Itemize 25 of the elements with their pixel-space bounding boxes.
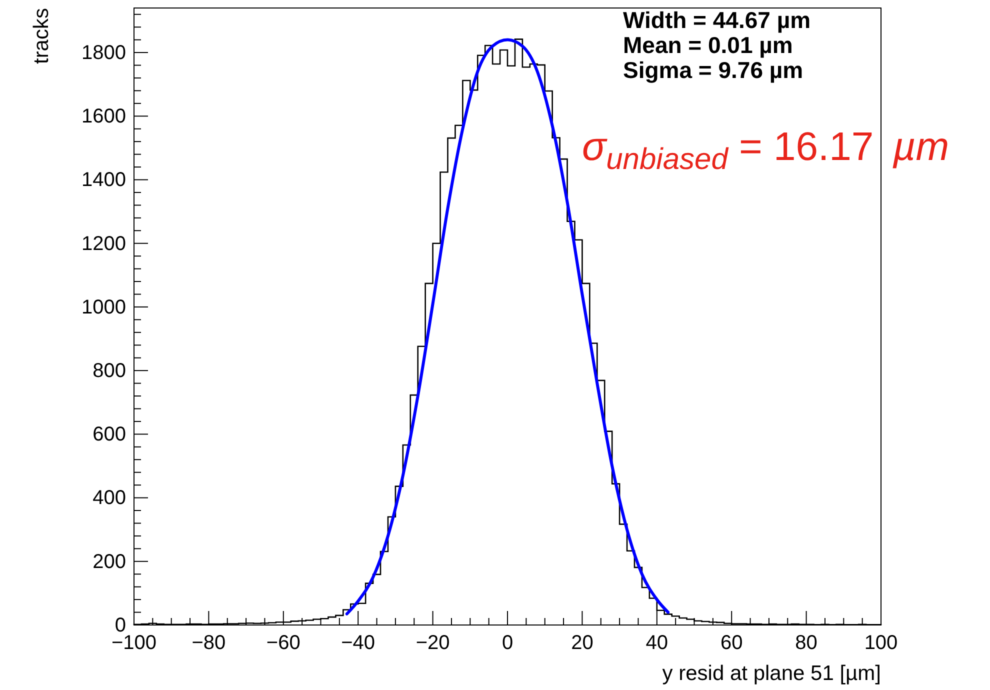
y-tick-label: 1800 [82, 42, 126, 64]
x-tick-label: 80 [795, 632, 818, 654]
x-tick-label: −60 [266, 632, 300, 654]
annotation: Mean = 0.01 µm [623, 32, 793, 58]
x-tick-label: 20 [571, 632, 594, 654]
x-tick-label: 100 [864, 632, 898, 654]
annotation: σ$_{unbiased}$ = 16.17 µm [582, 125, 950, 176]
x-tick-label: 40 [646, 632, 668, 654]
x-axis-title: y resid at plane 51 [µm] [662, 662, 881, 685]
y-tick-label: 800 [92, 360, 126, 382]
y-axis-title: tracks [30, 8, 53, 64]
x-tick-label: 0 [502, 632, 514, 654]
y-tick-label: 400 [92, 487, 126, 510]
x-tick-label: 60 [720, 632, 743, 654]
x-tick-label: −20 [416, 632, 450, 654]
y-tick-label: 1000 [82, 296, 126, 318]
y-tick-label: 600 [92, 424, 126, 446]
annotation: Width = 44.67 µm [623, 7, 811, 33]
annotation: Sigma = 9.76 µm [623, 57, 804, 83]
y-tick-label: 1400 [82, 169, 126, 192]
y-tick-label: 200 [92, 550, 126, 573]
x-tick-label: −80 [192, 632, 226, 654]
x-tick-label: −40 [341, 632, 376, 654]
y-tick-label: 1600 [82, 106, 126, 128]
y-tick-label: 1200 [82, 232, 126, 255]
